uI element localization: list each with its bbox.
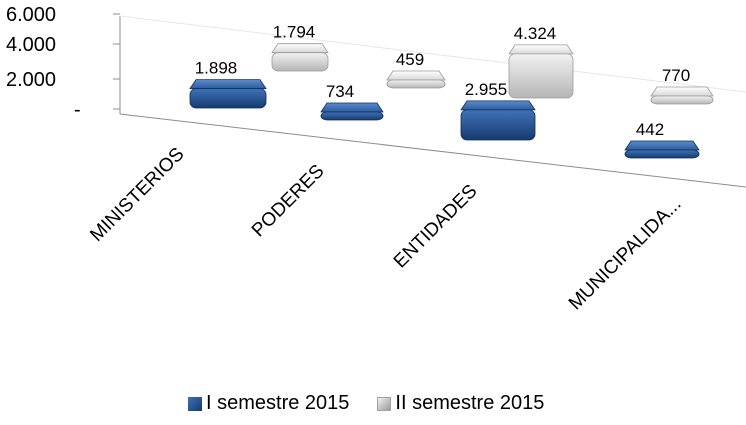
- y-tick-label: 2.000: [6, 69, 56, 91]
- y-tick-label: -: [74, 99, 81, 121]
- bar-series-2-top: [650, 86, 714, 97]
- data-label: 442: [636, 120, 664, 139]
- bar-series-1: [189, 88, 267, 109]
- legend-item-series-1: I semestre 2015: [188, 392, 349, 415]
- bar-series-2: [650, 95, 714, 105]
- bar-series-2-top: [271, 43, 329, 54]
- legend-swatch-series-2: [377, 396, 392, 411]
- bar-series-1-top: [320, 102, 384, 113]
- chart-legend: I semestre 2015 II semestre 2015: [188, 392, 572, 415]
- floor-front-edge: [119, 113, 746, 188]
- bar-series-1: [624, 149, 700, 159]
- bar-series-2: [386, 79, 446, 89]
- bar-series-2: [271, 52, 329, 72]
- legend-item-series-2: II semestre 2015: [377, 392, 544, 415]
- legend-label-series-2: II semestre 2015: [395, 392, 545, 414]
- x-tick-label: MINISTERIOS: [86, 144, 188, 246]
- x-tick-label: ENTIDADES: [390, 181, 482, 273]
- data-label: 734: [326, 82, 354, 101]
- bar-series-2: [508, 53, 574, 99]
- data-label: 1.794: [273, 23, 316, 42]
- bar-series-1-top: [189, 79, 267, 90]
- floor-back-edge: [119, 15, 746, 93]
- bar-series-1-top: [624, 140, 700, 151]
- x-tick-label: MUNICIPALIDA...: [565, 194, 686, 315]
- bar-series-1: [460, 109, 536, 141]
- data-label: 4.324: [514, 24, 557, 43]
- y-tick-label: 6.000: [6, 4, 56, 26]
- data-label: 2.955: [465, 80, 508, 99]
- bar-series-2-top: [386, 70, 446, 81]
- data-label: 770: [662, 66, 690, 85]
- data-label: 459: [396, 50, 424, 69]
- bar-series-2-top: [508, 44, 574, 55]
- legend-label-series-1: I semestre 2015: [206, 392, 350, 414]
- legend-swatch-series-1: [188, 396, 202, 411]
- bar-series-1-top: [460, 100, 536, 111]
- y-tick-label: 4.000: [6, 34, 56, 56]
- data-label: 1.898: [195, 59, 238, 78]
- bar-series-1: [320, 111, 384, 121]
- x-tick-label: PODERES: [248, 161, 329, 242]
